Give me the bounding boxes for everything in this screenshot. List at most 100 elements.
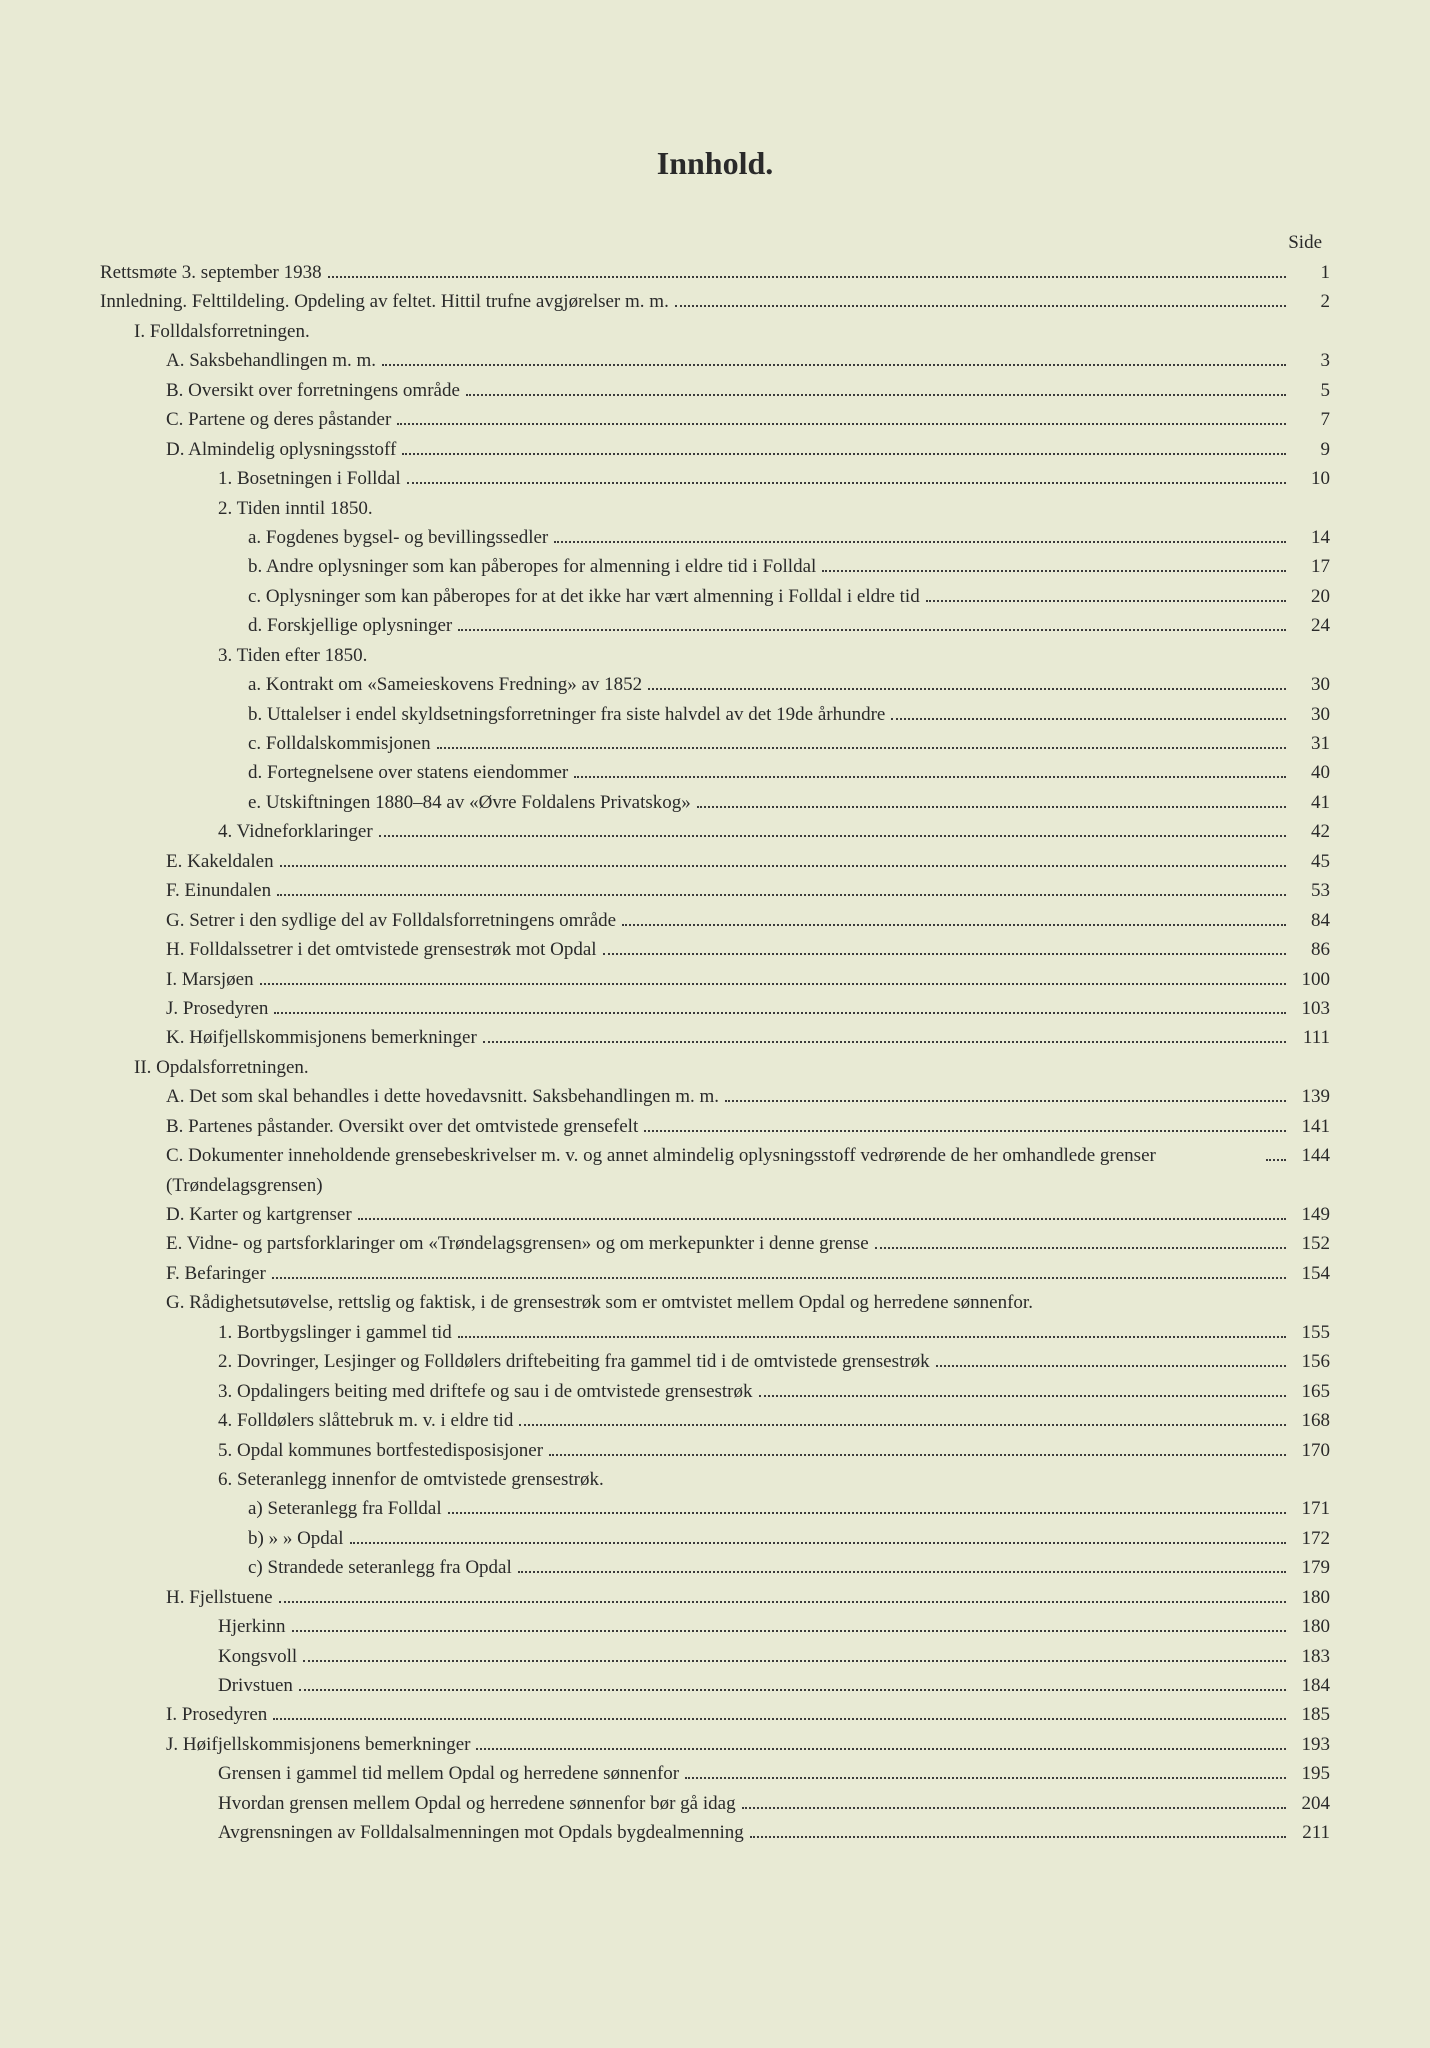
toc-entry: B. Partenes påstander. Oversikt over det…: [100, 1112, 1330, 1141]
toc-entry-text: Drivstuen: [218, 1671, 293, 1700]
toc-entry-page: 42: [1292, 817, 1330, 846]
toc-entry-text: e. Utskiftningen 1880–84 av «Øvre Foldal…: [248, 788, 691, 817]
toc-entry-text: A. Det som skal behandles i dette hoveda…: [166, 1082, 719, 1111]
toc-entry-text: 3. Tiden efter 1850.: [218, 641, 367, 670]
toc-entry-page: 204: [1292, 1789, 1330, 1818]
toc-entry-text: II. Opdalsforretningen.: [134, 1053, 309, 1082]
toc-entry: c. Oplysninger som kan påberopes for at …: [100, 582, 1330, 611]
toc-entry: Hvordan grensen mellem Opdal og herreden…: [100, 1789, 1330, 1818]
toc-entry: G. Setrer i den sydlige del av Folldalsf…: [100, 906, 1330, 935]
toc-entry-text: I. Marsjøen: [166, 965, 254, 994]
toc-entry: F. Einundalen53: [100, 876, 1330, 905]
toc-entry: B. Oversikt over forretningens område5: [100, 376, 1330, 405]
toc-leader: [518, 1571, 1286, 1573]
toc-entry-text: K. Høifjellskommisjonens bemerkninger: [166, 1023, 477, 1052]
toc-entry-page: 195: [1292, 1759, 1330, 1788]
toc-leader: [822, 570, 1286, 572]
toc-entry: Kongsvoll183: [100, 1642, 1330, 1671]
toc-entry-text: c) Strandede seteranlegg fra Opdal: [248, 1553, 512, 1582]
toc-entry-text: 6. Seteranlegg innenfor de omtvistede gr…: [218, 1465, 604, 1494]
toc-leader: [519, 1424, 1286, 1426]
toc-entry-text: 5. Opdal kommunes bortfestedisposisjoner: [218, 1436, 543, 1465]
toc-entry: I. Folldalsforretningen.: [100, 317, 1330, 346]
toc-entry-text: E. Kakeldalen: [166, 847, 274, 876]
toc-entry-page: 179: [1292, 1553, 1330, 1582]
toc-entry: a. Fogdenes bygsel- og bevillingssedler 1…: [100, 523, 1330, 552]
toc-leader: [448, 1512, 1286, 1514]
toc-leader: [644, 1130, 1286, 1132]
toc-entry-page: 7: [1292, 405, 1330, 434]
toc-entry: E. Kakeldalen45: [100, 847, 1330, 876]
toc-entry: J. Høifjellskommisjonens bemerkninger193: [100, 1730, 1330, 1759]
toc-entry: e. Utskiftningen 1880–84 av «Øvre Foldal…: [100, 788, 1330, 817]
toc-leader: [685, 1777, 1286, 1779]
toc-entry-page: 154: [1292, 1259, 1330, 1288]
toc-leader: [350, 1542, 1286, 1544]
toc-leader: [936, 1365, 1286, 1367]
toc-entry: G. Rådighetsutøvelse, rettslig og faktis…: [100, 1288, 1330, 1317]
toc-entry-text: Hvordan grensen mellem Opdal og herreden…: [218, 1789, 736, 1818]
toc-leader: [279, 1601, 1286, 1603]
toc-entry: Innledning. Felttildeling. Opdeling av f…: [100, 287, 1330, 316]
toc-entry-page: 9: [1292, 435, 1330, 464]
toc-entry-text: E. Vidne- og partsforklaringer om «Trønd…: [166, 1229, 869, 1258]
toc-leader: [299, 1689, 1286, 1691]
page-title: Innhold.: [100, 145, 1330, 182]
toc-entry-page: 172: [1292, 1524, 1330, 1553]
toc-entry-text: F. Einundalen: [166, 876, 271, 905]
toc-entry-page: 1: [1292, 258, 1330, 287]
toc-entry-page: 41: [1292, 788, 1330, 817]
toc-entry-page: 100: [1292, 965, 1330, 994]
toc-entry: a. Kontrakt om «Sameieskovens Fredning» …: [100, 670, 1330, 699]
toc-entry-text: d. Fortegnelsene over statens eiendommer: [248, 758, 568, 787]
toc-leader: [466, 394, 1286, 396]
toc-leader: [379, 835, 1286, 837]
toc-entry: 4. Vidneforklaringer42: [100, 817, 1330, 846]
toc-entry-text: I. Prosedyren: [166, 1700, 267, 1729]
toc-entry: J. Prosedyren103: [100, 994, 1330, 1023]
toc-leader: [648, 688, 1286, 690]
toc-entry: 5. Opdal kommunes bortfestedisposisjoner…: [100, 1436, 1330, 1465]
toc-leader: [402, 453, 1286, 455]
toc-entry-text: J. Prosedyren: [166, 994, 268, 1023]
toc-entry-page: 14: [1292, 523, 1330, 552]
toc-leader: [622, 924, 1286, 926]
toc-entry: a) Seteranlegg fra Folldal171: [100, 1494, 1330, 1523]
toc-entry-text: I. Folldalsforretningen.: [134, 317, 310, 346]
toc-entry-text: d. Forskjellige oplysninger: [248, 611, 452, 640]
toc-entry-text: C. Dokumenter inneholdende grensebeskriv…: [166, 1141, 1260, 1200]
toc-leader: [926, 600, 1286, 602]
toc-entry: 1. Bosetningen i Folldal10: [100, 464, 1330, 493]
toc-entry-page: 3: [1292, 346, 1330, 375]
toc-entry-page: 211: [1292, 1818, 1330, 1847]
toc-leader: [891, 718, 1286, 720]
toc-entry-text: Innledning. Felttildeling. Opdeling av f…: [100, 287, 669, 316]
toc-entry: 4. Folldølers slåttebruk m. v. i eldre t…: [100, 1406, 1330, 1435]
toc-leader: [725, 1100, 1286, 1102]
toc-leader: [458, 629, 1286, 631]
toc-entry-text: a. Fogdenes bygsel- og bevillingssedler: [248, 523, 548, 552]
toc-leader: [272, 1277, 1286, 1279]
toc-entry-page: 165: [1292, 1377, 1330, 1406]
toc-entry: Drivstuen184: [100, 1671, 1330, 1700]
toc-entry: b. Uttalelser i endel skyldsetningsforre…: [100, 700, 1330, 729]
toc-entry-text: H. Fjellstuene: [166, 1583, 273, 1612]
toc-entry: F. Befaringer154: [100, 1259, 1330, 1288]
toc-entry: A. Det som skal behandles i dette hoveda…: [100, 1082, 1330, 1111]
toc-entry-page: 180: [1292, 1612, 1330, 1641]
toc-entry-page: 141: [1292, 1112, 1330, 1141]
toc-leader: [358, 1218, 1286, 1220]
toc-entry-page: 24: [1292, 611, 1330, 640]
toc-entry-page: 139: [1292, 1082, 1330, 1111]
toc-entry-text: 1. Bosetningen i Folldal: [218, 464, 401, 493]
toc-entry-page: 168: [1292, 1406, 1330, 1435]
toc-leader: [260, 983, 1286, 985]
toc-leader: [476, 1748, 1286, 1750]
toc-entry-text: Hjerkinn: [218, 1612, 286, 1641]
toc-entry-page: 86: [1292, 935, 1330, 964]
toc-entry-page: 17: [1292, 552, 1330, 581]
toc-leader: [675, 305, 1286, 307]
toc-entry: 3. Opdalingers beiting med driftefe og s…: [100, 1377, 1330, 1406]
toc-entry-page: 171: [1292, 1494, 1330, 1523]
toc-leader: [274, 1012, 1286, 1014]
